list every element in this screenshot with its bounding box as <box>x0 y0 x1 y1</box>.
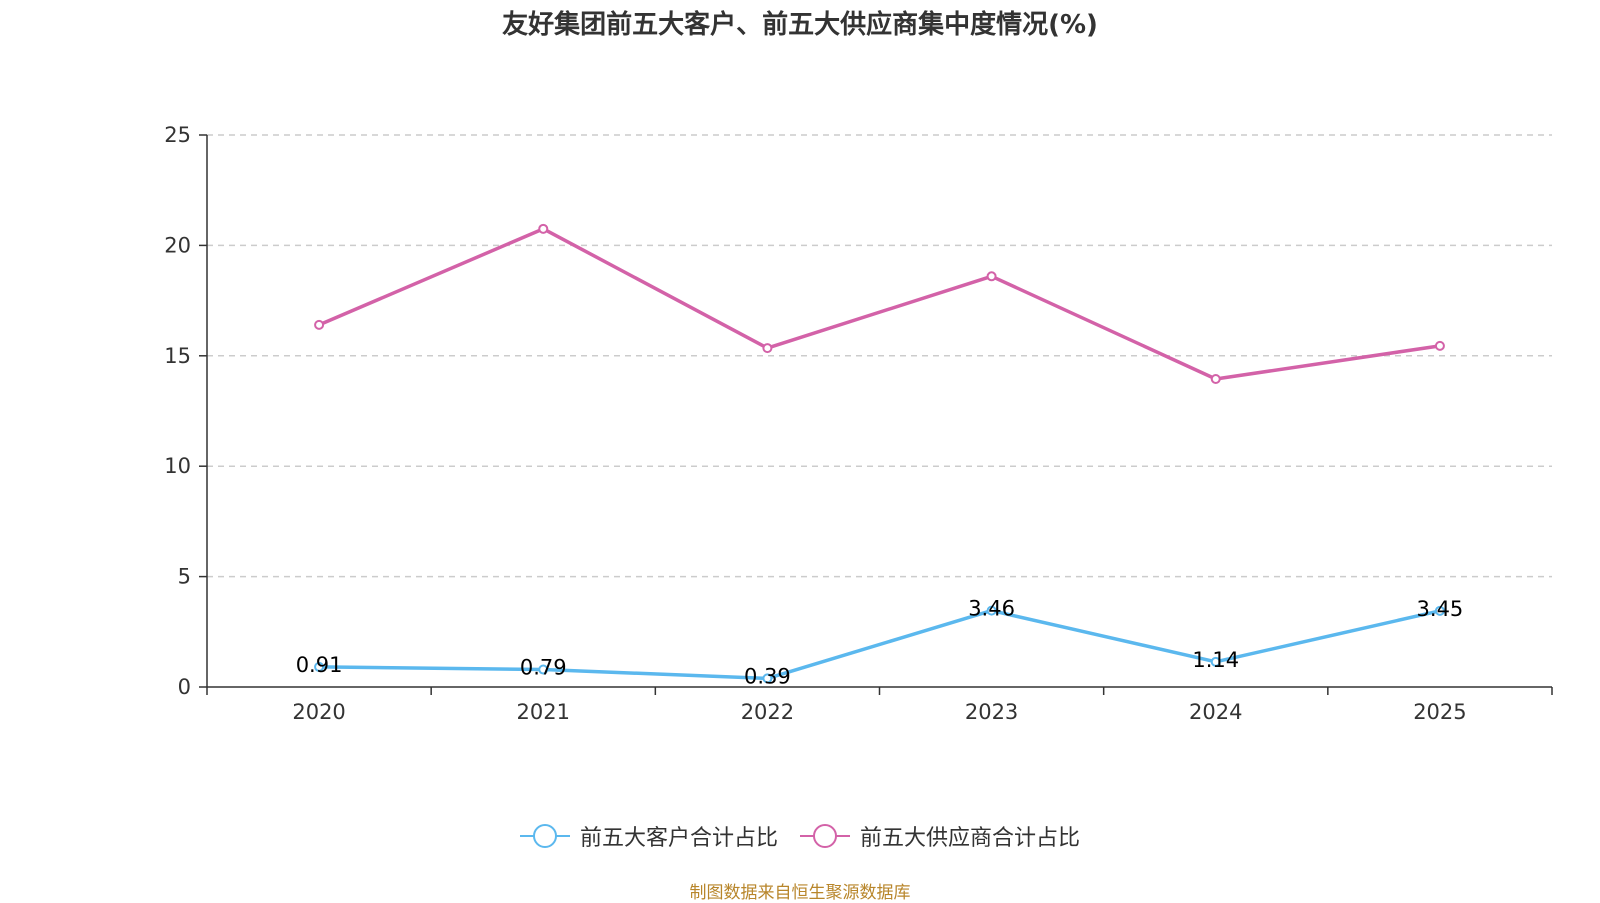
data-label: 3.46 <box>968 597 1015 621</box>
data-labels: 0.91 0.79 0.39 3.46 1.14 3.45 <box>296 597 1464 689</box>
series-line-2 <box>318 227 1441 381</box>
data-point <box>986 605 997 616</box>
grid-lines <box>207 134 1552 578</box>
data-label: 1.14 <box>1192 648 1239 672</box>
data-point <box>1434 605 1445 616</box>
x-tick-label: 2021 <box>517 700 570 724</box>
legend-item-suppliers[interactable]: 前五大供应商合计占比 <box>800 820 1080 852</box>
legend: 前五大客户合计占比 前五大供应商合计占比 <box>0 820 1600 852</box>
legend-label: 前五大客户合计占比 <box>579 826 778 851</box>
x-tick-label: 2025 <box>1413 700 1466 724</box>
legend-marker-icon <box>519 824 570 848</box>
data-point <box>1434 340 1445 351</box>
data-point <box>538 664 549 675</box>
x-tick-label: 2020 <box>292 700 345 724</box>
y-tick-label: 20 <box>164 233 191 257</box>
data-point <box>762 673 773 684</box>
data-label: 0.39 <box>744 664 791 688</box>
data-point <box>538 223 549 234</box>
data-label: 0.79 <box>520 656 567 680</box>
series-lines <box>314 223 1445 684</box>
data-point <box>762 343 773 354</box>
data-point <box>314 661 325 672</box>
data-point <box>1210 373 1221 384</box>
series-line-1 <box>319 608 1441 681</box>
data-label: 0.91 <box>296 653 343 677</box>
legend-label: 前五大供应商合计占比 <box>860 826 1081 851</box>
data-point <box>986 271 997 282</box>
chart-title: 友好集团前五大客户、前五大供应商集中度情况(%) <box>502 10 1098 40</box>
legend-marker-icon <box>800 824 850 848</box>
y-tick-label: 0 <box>178 675 191 699</box>
x-tick-label: 2024 <box>1189 700 1242 724</box>
y-tick-label: 5 <box>178 565 191 589</box>
x-tick-label: 2023 <box>965 700 1018 724</box>
y-tick-label: 10 <box>164 454 191 478</box>
data-point <box>1210 656 1221 667</box>
legend-item-customers[interactable]: 前五大客户合计占比 <box>519 820 778 852</box>
y-tick-label: 25 <box>164 123 191 147</box>
y-tick-label: 15 <box>164 344 191 368</box>
data-source-note: 制图数据来自恒生聚源数据库 <box>689 883 911 903</box>
x-tick-label: 2022 <box>741 700 794 724</box>
data-point <box>314 319 325 330</box>
data-label: 3.45 <box>1417 597 1464 621</box>
